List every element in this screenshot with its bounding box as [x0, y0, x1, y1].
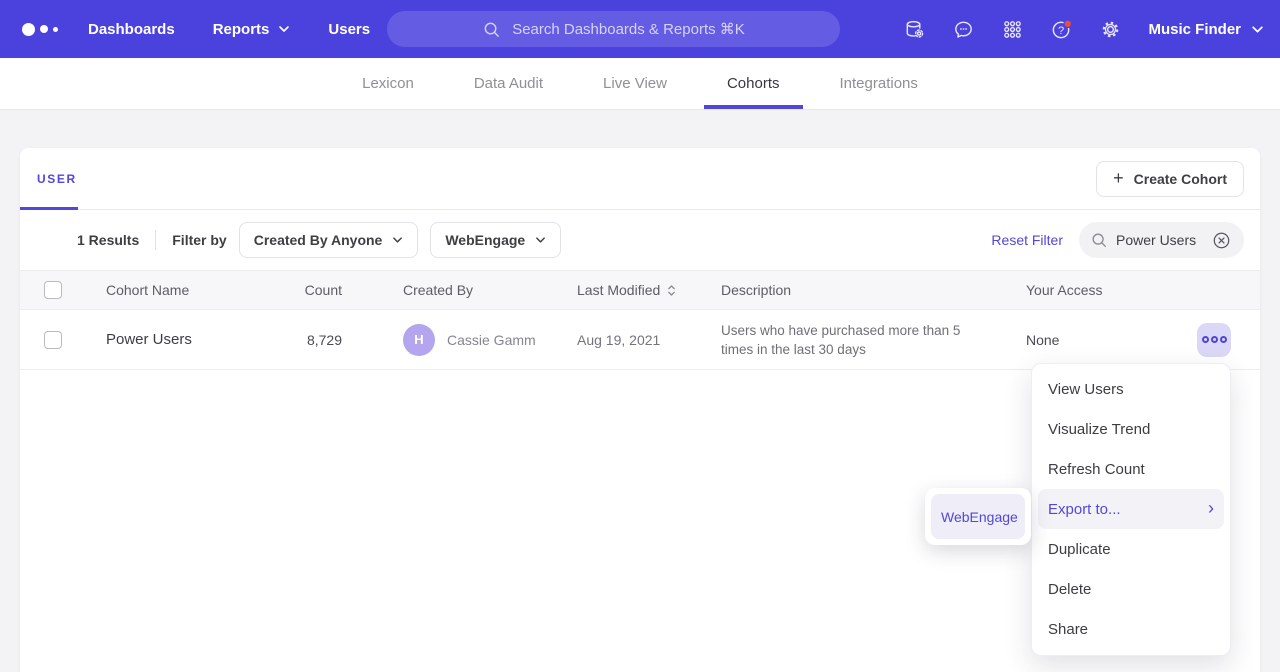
primary-nav: Dashboards Reports Users [88, 21, 370, 38]
chevron-right-icon: › [1208, 498, 1214, 518]
filter-by-label: Filter by [172, 232, 227, 248]
dot-icon [1201, 336, 1209, 343]
cohorts-panel: USER + Create Cohort 1 Results Filter by… [20, 148, 1260, 672]
project-switcher[interactable]: Music Finder [1148, 21, 1264, 38]
nav-users-label: Users [328, 20, 371, 38]
dot-icon [1210, 336, 1218, 343]
tab-live-view[interactable]: Live View [593, 58, 677, 109]
reset-filter-link[interactable]: Reset Filter [991, 232, 1063, 248]
project-name: Music Finder [1148, 20, 1241, 38]
menu-item-view-users[interactable]: View Users [1048, 380, 1124, 398]
created-by-dropdown[interactable]: Created By Anyone [238, 222, 419, 258]
divider [155, 230, 157, 250]
tab-label: Integrations [839, 75, 918, 92]
menu-item-export-label: Export to... [1048, 500, 1121, 518]
svg-text:?: ? [1058, 24, 1064, 36]
avatar: H [403, 323, 435, 356]
last-modified-date: Aug 19, 2021 [577, 331, 661, 348]
section-tabbar: Lexicon Data Audit Live View Cohorts Int… [0, 58, 1280, 110]
cohort-search-input[interactable] [1116, 232, 1204, 248]
top-navbar: Dashboards Reports Users Search Dashboar… [0, 0, 1280, 58]
tab-user-cohorts[interactable]: USER [37, 171, 77, 186]
menu-item-export-to[interactable]: Export to... › [1038, 489, 1224, 529]
integration-dropdown[interactable]: WebEngage [430, 222, 562, 258]
dot-icon [1219, 336, 1227, 343]
header-cohort-name[interactable]: Cohort Name [106, 282, 190, 298]
tab-data-audit[interactable]: Data Audit [464, 58, 553, 109]
nav-users[interactable]: Users [328, 21, 370, 38]
tab-label: Live View [603, 75, 667, 92]
menu-item-delete[interactable]: Delete [1048, 580, 1092, 598]
search-icon [484, 22, 500, 37]
chevron-down-icon [536, 237, 546, 243]
header-last-modified-label: Last Modified [577, 282, 661, 298]
header-your-access[interactable]: Your Access [1026, 282, 1103, 298]
chevron-down-icon [279, 26, 290, 32]
tab-integrations[interactable]: Integrations [830, 58, 928, 109]
create-cohort-button[interactable]: + Create Cohort [1096, 161, 1244, 197]
header-count[interactable]: Count [304, 282, 342, 298]
data-management-icon[interactable] [903, 18, 926, 41]
table-row[interactable]: Power Users 8,729 H Cassie Gamm Aug 19, … [20, 310, 1260, 370]
table-header: Cohort Name Count Created By Last Modifi… [20, 270, 1260, 310]
menu-item-duplicate[interactable]: Duplicate [1048, 540, 1111, 558]
menu-item-refresh-count[interactable]: Refresh Count [1048, 460, 1145, 478]
topbar-actions: ? Music Finder [903, 0, 1264, 58]
cohort-type-tabs: USER + Create Cohort [20, 148, 1260, 210]
tab-lexicon[interactable]: Lexicon [352, 58, 424, 109]
plus-icon: + [1113, 168, 1124, 188]
row-actions-menu-button[interactable] [1197, 322, 1231, 357]
export-submenu: WebEngage [925, 488, 1031, 545]
mixpanel-logo-icon[interactable] [22, 22, 58, 36]
select-all-checkbox[interactable] [44, 281, 62, 299]
nav-reports-label: Reports [212, 20, 270, 38]
chevron-down-icon [1252, 25, 1263, 33]
clear-search-icon[interactable] [1212, 231, 1231, 250]
cohort-count: 8,729 [306, 331, 342, 348]
sort-icon[interactable] [667, 283, 676, 298]
tab-cohorts[interactable]: Cohorts [704, 58, 802, 109]
apps-grid-icon[interactable] [1001, 18, 1024, 41]
nav-dashboards[interactable]: Dashboards [88, 21, 175, 38]
help-icon[interactable]: ? [1050, 18, 1073, 41]
notification-dot [1063, 18, 1073, 28]
header-last-modified[interactable]: Last Modified [577, 282, 721, 298]
nav-dashboards-label: Dashboards [88, 20, 175, 38]
menu-item-share[interactable]: Share [1048, 620, 1089, 638]
global-search-bar[interactable]: Search Dashboards & Reports ⌘K [387, 11, 840, 47]
global-search-placeholder: Search Dashboards & Reports ⌘K [512, 21, 745, 38]
results-count: 1 Results [77, 232, 140, 248]
menu-item-visualize-trend[interactable]: Visualize Trend [1048, 420, 1151, 438]
access-value: None [1026, 331, 1060, 348]
tab-label: Data Audit [473, 75, 544, 92]
header-created-by[interactable]: Created By [403, 282, 474, 298]
settings-gear-icon[interactable] [1099, 18, 1122, 41]
created-by-dropdown-value: Created By Anyone [253, 232, 383, 248]
active-tab-underline [20, 207, 78, 210]
filter-toolbar: 1 Results Filter by Created By Anyone We… [20, 210, 1260, 270]
messages-icon[interactable] [952, 18, 975, 41]
row-context-menu: View Users Visualize Trend Refresh Count… [1031, 363, 1231, 656]
creator-name: Cassie Gamm [447, 331, 536, 348]
header-description[interactable]: Description [721, 282, 792, 298]
tab-label: Cohorts [726, 75, 780, 92]
chevron-down-icon [393, 237, 403, 243]
nav-reports[interactable]: Reports [213, 21, 291, 38]
integration-dropdown-value: WebEngage [445, 232, 526, 248]
search-icon [1092, 233, 1106, 247]
create-cohort-label: Create Cohort [1133, 171, 1227, 187]
cohort-description: Users who have purchased more than 5 tim… [721, 322, 961, 357]
submenu-item-webengage[interactable]: WebEngage [931, 494, 1025, 539]
row-checkbox[interactable] [44, 330, 62, 349]
tab-label: Lexicon [362, 75, 414, 92]
cohort-name-link[interactable]: Power Users [106, 331, 192, 348]
cohort-search-box [1079, 222, 1244, 258]
